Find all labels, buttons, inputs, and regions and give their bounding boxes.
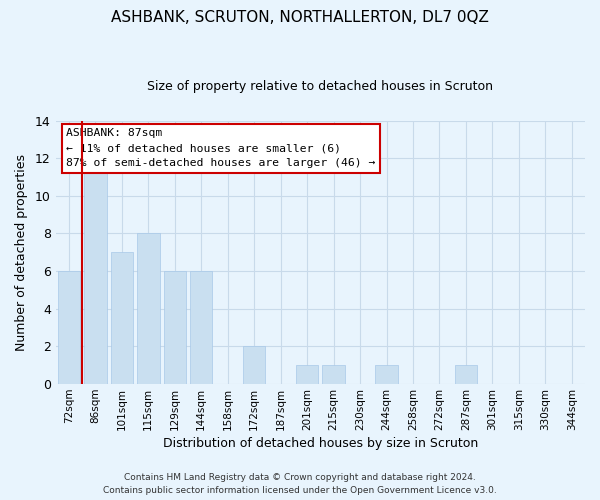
Y-axis label: Number of detached properties: Number of detached properties [15,154,28,350]
Title: Size of property relative to detached houses in Scruton: Size of property relative to detached ho… [148,80,493,93]
Bar [110,252,133,384]
Text: ASHBANK: 87sqm
← 11% of detached houses are smaller (6)
87% of semi-detached hou: ASHBANK: 87sqm ← 11% of detached houses … [66,128,376,168]
Text: Contains HM Land Registry data © Crown copyright and database right 2024.
Contai: Contains HM Land Registry data © Crown c… [103,474,497,495]
X-axis label: Distribution of detached houses by size in Scruton: Distribution of detached houses by size … [163,437,478,450]
Bar [243,346,265,384]
Bar [58,271,80,384]
Bar [322,365,345,384]
Bar [375,365,398,384]
Bar [455,365,477,384]
Bar [137,234,160,384]
Bar [84,158,107,384]
Text: ASHBANK, SCRUTON, NORTHALLERTON, DL7 0QZ: ASHBANK, SCRUTON, NORTHALLERTON, DL7 0QZ [111,10,489,25]
Bar [296,365,319,384]
Bar [190,271,212,384]
Bar [164,271,186,384]
